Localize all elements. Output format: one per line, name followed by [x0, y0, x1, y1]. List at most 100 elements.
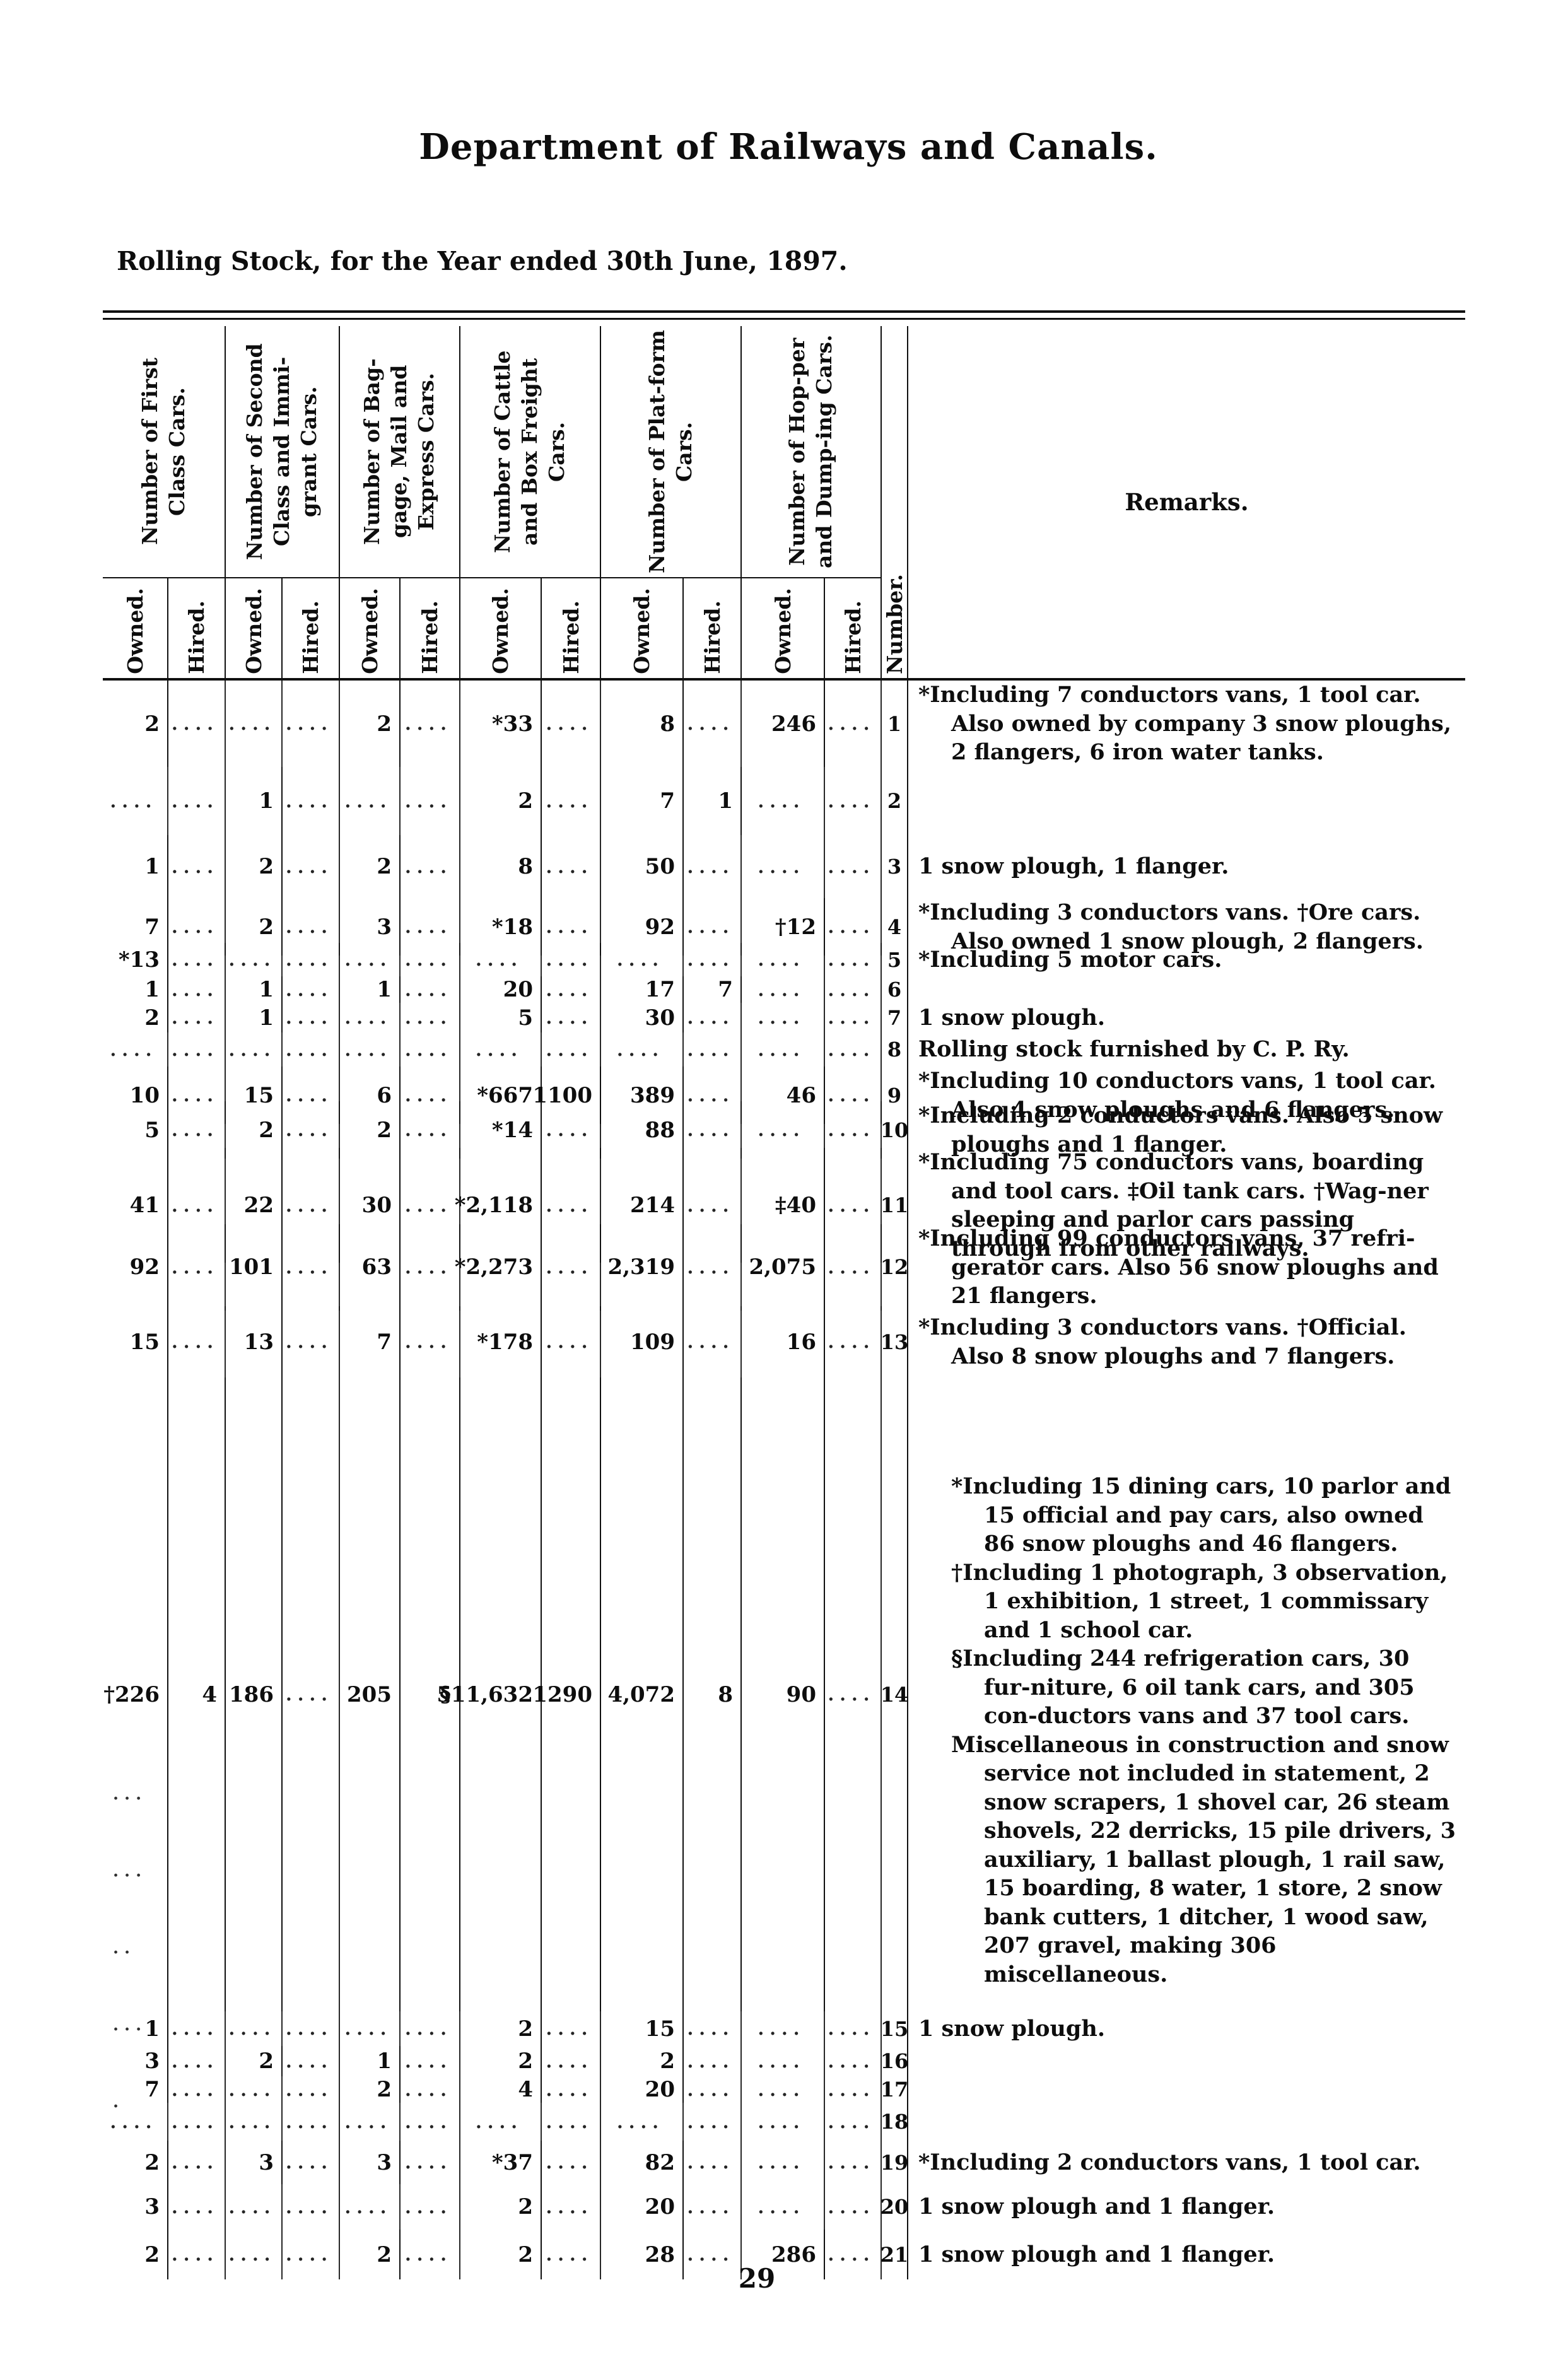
- cell-second-owned: 3: [226, 2141, 283, 2184]
- row-remarks: [908, 2076, 1465, 2103]
- cell-first-owned: ....: [103, 767, 168, 835]
- cell-first-owned: 2: [103, 1003, 168, 1032]
- row-number: 14: [881, 1377, 908, 2011]
- row-number: 7: [882, 1003, 908, 1032]
- row-remarks: [908, 767, 1465, 835]
- row-remarks: 1 snow plough, 1 flanger.: [908, 835, 1465, 898]
- page-title: Department of Railways and Canals.: [419, 126, 1158, 168]
- remarks-text: Rolling stock furnished by C. P. Ry.: [918, 1036, 1350, 1063]
- cell-first-hired: ....: [168, 2141, 226, 2184]
- cell-hopper-owned: 2,075: [742, 1224, 825, 1311]
- cell-hopper-hired: ....: [825, 1377, 882, 2011]
- cell-cattle-hired: ....: [542, 2141, 601, 2184]
- cell-hopper-hired: ....: [825, 767, 882, 835]
- cell-cattle-hired: ....: [542, 1306, 601, 1377]
- cell-first-hired: ....: [168, 2230, 226, 2279]
- cell-first-hired: ....: [168, 2076, 226, 2103]
- cell-baggage-owned: 2: [340, 2230, 401, 2279]
- table-row: 1.... 2.... 2.... 8.... 50............ 3 1 sno…: [103, 835, 1465, 898]
- cell-hopper-hired: ....: [825, 1032, 882, 1067]
- cell-first-owned: 3: [103, 2184, 168, 2230]
- page-subtitle: Rolling Stock, for the Year ended 30th J…: [117, 246, 848, 276]
- cell-baggage-hired: 5: [401, 1377, 460, 2011]
- cell-second-owned: 1: [226, 1003, 283, 1032]
- row-number: 1: [882, 681, 908, 767]
- table-row: *13.....................................…: [103, 943, 1465, 976]
- cell-first-owned: 10: [103, 1067, 168, 1124]
- subcolumn-header-hopper-hired: Hired.: [825, 578, 882, 678]
- remarks-column-header: Remarks.: [1125, 488, 1249, 516]
- cell-cattle-hired: ....: [542, 835, 601, 898]
- cell-cattle-owned: 8: [460, 835, 542, 898]
- subcolumn-header-platform-owned: Owned.: [601, 578, 684, 678]
- cell-platform-owned: 389: [601, 1067, 684, 1124]
- subcolumn-label: Hired.: [699, 600, 725, 674]
- row-number: 12: [881, 1224, 908, 1311]
- cell-platform-owned: 28: [601, 2230, 684, 2279]
- cell-hopper-owned: ....: [742, 2141, 825, 2184]
- cell-baggage-hired: ....: [401, 976, 460, 1003]
- cell-first-hired: ....: [168, 2046, 226, 2076]
- column-group-label: Number of Hop-per and Dump-ing Cars.: [785, 334, 836, 569]
- cell-platform-hired: 8: [684, 1377, 742, 2011]
- cell-second-hired: ....: [283, 2184, 340, 2230]
- cell-second-hired: ....: [283, 1032, 340, 1067]
- cell-first-hired: ....: [168, 1148, 226, 1263]
- cell-platform-hired: ....: [684, 1101, 742, 1159]
- cell-platform-owned: 109: [601, 1306, 684, 1377]
- cell-baggage-hired: ....: [401, 681, 460, 767]
- cell-platform-owned: ....: [601, 2103, 684, 2141]
- cell-baggage-owned: 3: [340, 898, 401, 956]
- cell-cattle-owned: ....: [460, 943, 542, 976]
- cell-second-owned: 2: [226, 835, 283, 898]
- cell-baggage-owned: 63: [340, 1224, 401, 1311]
- remark-note: Miscellaneous in construction and snow s…: [951, 1731, 1456, 1987]
- cell-baggage-owned: 6: [340, 1067, 401, 1124]
- cell-hopper-owned: ....: [742, 1003, 825, 1032]
- cell-baggage-hired: ....: [401, 943, 460, 976]
- cell-platform-owned: 30: [601, 1003, 684, 1032]
- cell-second-hired: ....: [283, 976, 340, 1003]
- cell-first-hired: ....: [168, 943, 226, 976]
- cell-first-owned: 2: [103, 681, 168, 767]
- cell-hopper-owned: †12: [742, 898, 825, 956]
- cell-second-hired: ....: [283, 2046, 340, 2076]
- cell-second-owned: 1: [226, 976, 283, 1003]
- row-remarks: *Including 15 dining cars, 10 parlor and…: [908, 1377, 1465, 2011]
- cell-second-owned: 186: [226, 1377, 283, 2011]
- cell-first-owned: ....: [103, 1032, 168, 1067]
- cell-cattle-owned: 2: [460, 2011, 542, 2046]
- cell-hopper-hired: ....: [825, 835, 882, 898]
- cell-second-owned: ....: [226, 2103, 283, 2141]
- subcolumn-header-first-hired: Hired.: [168, 578, 226, 678]
- cell-first-owned: 41: [103, 1148, 168, 1263]
- cell-platform-hired: ....: [684, 943, 742, 976]
- row-remarks: Rolling stock furnished by C. P. Ry.: [908, 1032, 1465, 1067]
- row-remarks: 1 snow plough.: [908, 1003, 1465, 1032]
- row-remarks: *Including 7 conductors vans, 1 tool car…: [908, 681, 1465, 767]
- cell-baggage-hired: ....: [401, 835, 460, 898]
- table-row: †226 4 186.... 205 5 §11,632 1290 4,072 8 90.... 1…: [103, 1377, 1465, 2112]
- row-remarks: [908, 2103, 1465, 2141]
- table-row: 92.... 101.... 63.... *2,273.... 2,319.... 2,…: [103, 1224, 1465, 1311]
- cell-second-hired: ....: [283, 1306, 340, 1377]
- table-row: 1.................... 2.... 15............…: [103, 2011, 1465, 2046]
- cell-second-owned: 1: [226, 767, 283, 835]
- remarks-text: *Including 99 conductors vans, 37 refri-…: [918, 1225, 1439, 1309]
- remarks-text: 1 snow plough and 1 flanger.: [918, 2241, 1275, 2267]
- subcolumn-header-baggage-hired: Hired.: [401, 578, 460, 678]
- cell-hopper-owned: ....: [742, 2103, 825, 2141]
- cell-baggage-hired: ....: [401, 1101, 460, 1159]
- cell-platform-owned: 20: [601, 2184, 684, 2230]
- cell-platform-hired: 1: [684, 767, 742, 835]
- cell-second-owned: ....: [226, 2076, 283, 2103]
- cell-first-owned: *13: [103, 943, 168, 976]
- cell-baggage-hired: ....: [401, 898, 460, 956]
- cell-first-hired: ....: [168, 2011, 226, 2046]
- subcolumn-label: Owned.: [629, 588, 654, 674]
- cell-platform-hired: ....: [684, 2184, 742, 2230]
- row-number: 9: [882, 1067, 908, 1124]
- cell-second-hired: ....: [283, 2230, 340, 2279]
- cell-platform-hired: 7: [684, 976, 742, 1003]
- cell-first-owned: 7: [103, 898, 168, 956]
